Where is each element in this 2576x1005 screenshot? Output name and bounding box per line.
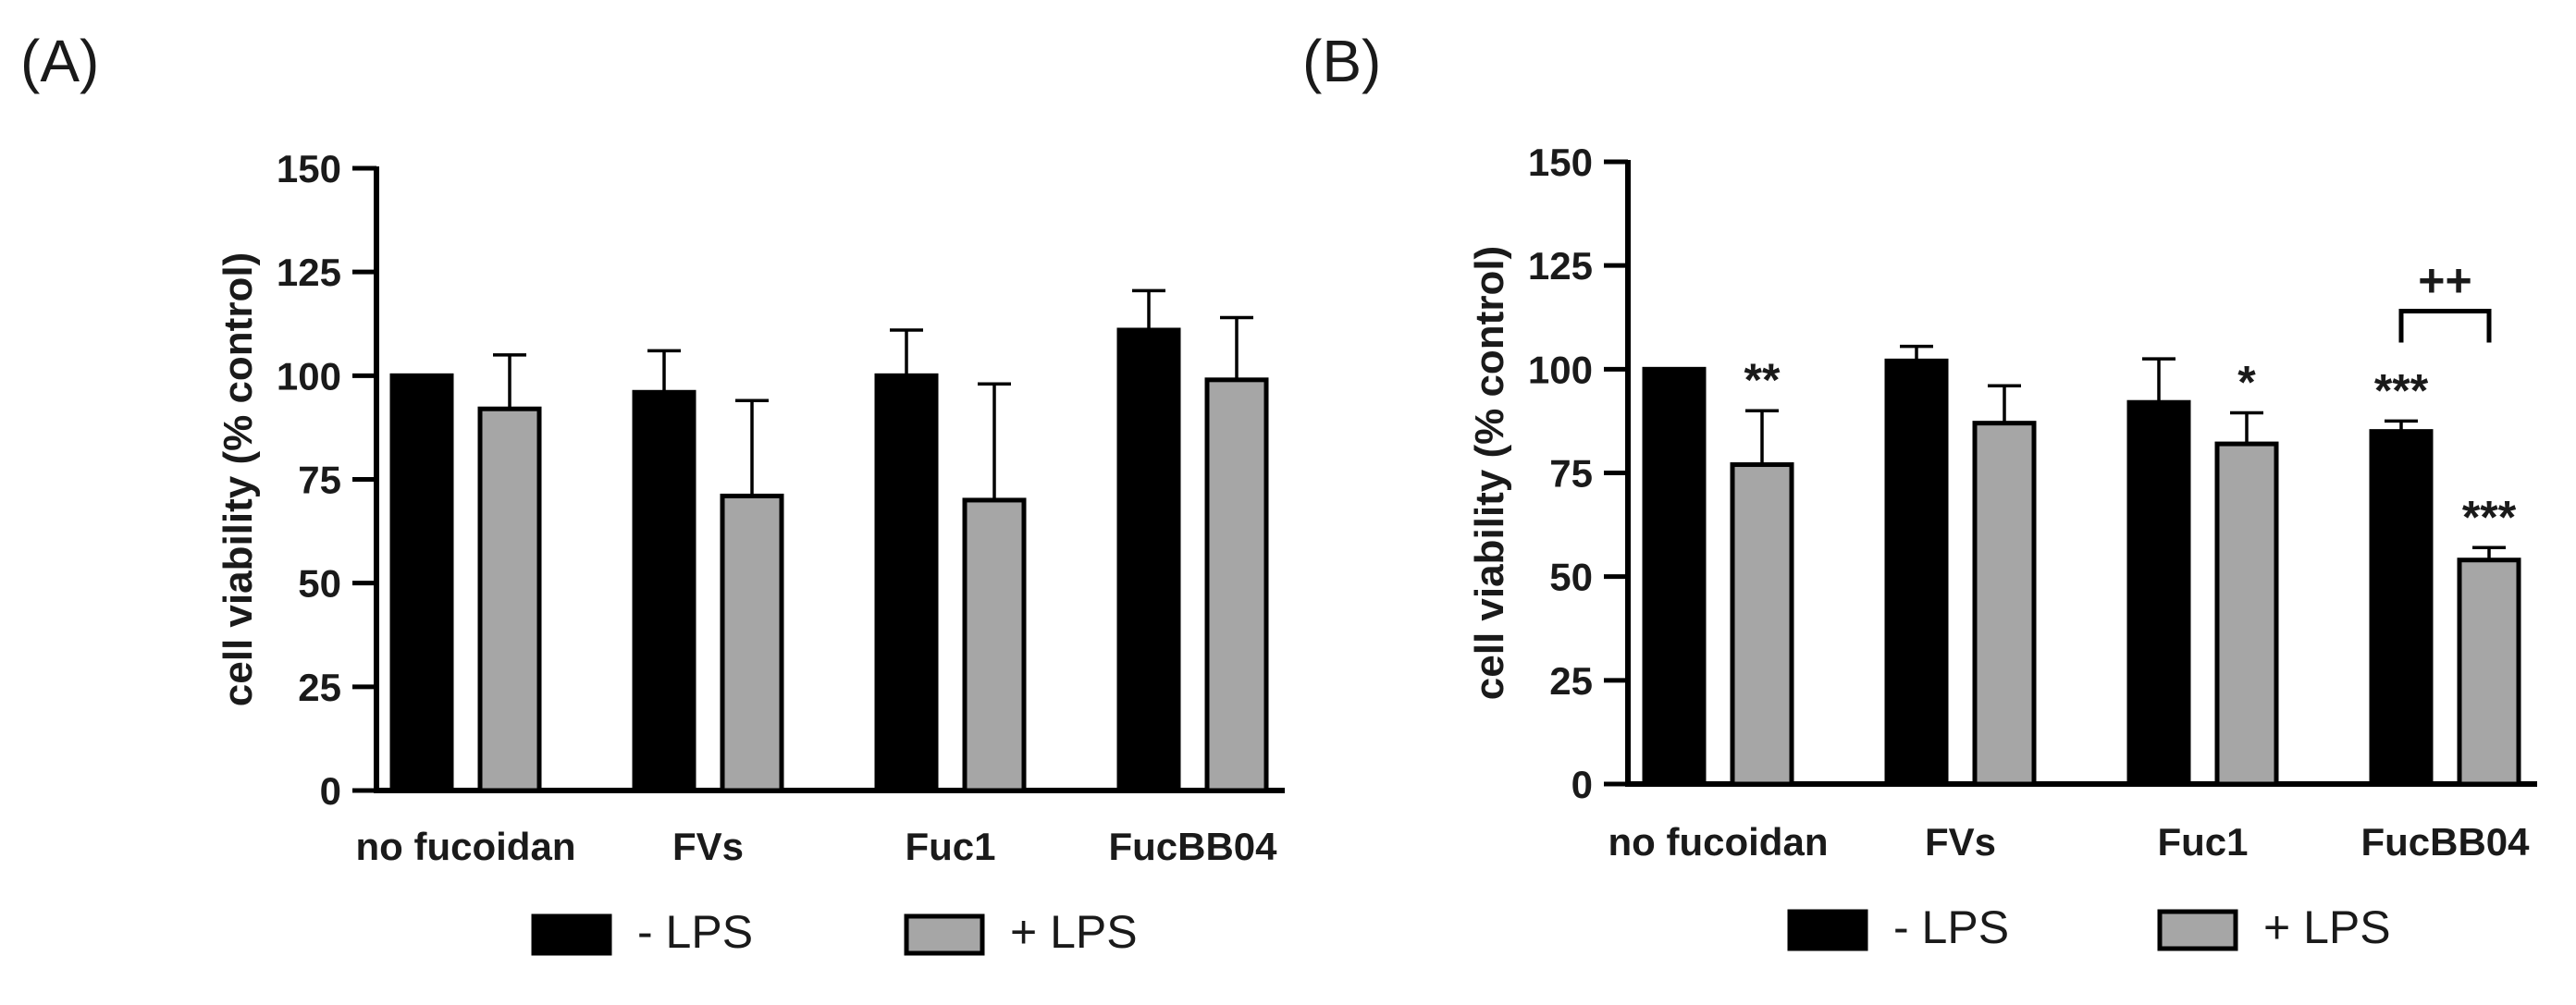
bar-fucbb04-series-1 [1204, 377, 1269, 793]
legend-swatch-series-0 [531, 913, 612, 956]
legend-label: + LPS [1010, 906, 1138, 958]
bar-no-fucoidan-series-0 [1642, 366, 1707, 787]
comparison-bracket [2398, 309, 2492, 343]
y-tick-label: 0 [1571, 763, 1593, 806]
bar-fuc1-series-0 [874, 373, 939, 793]
bar-fvs-series-1 [1972, 421, 2037, 787]
bar-fuc1-series-0 [2126, 399, 2191, 787]
significance-marker: *** [2462, 491, 2517, 543]
bar-fuc1-series-1 [2214, 441, 2279, 787]
bar-fvs-series-0 [1884, 358, 1949, 787]
x-tick-label: FVs [1925, 820, 1996, 864]
legend-label: - LPS [1893, 901, 2009, 953]
y-tick-label: 125 [277, 251, 341, 294]
legend-label: - LPS [637, 906, 753, 958]
bar-no-fucoidan-series-1 [1730, 462, 1794, 787]
bar-no-fucoidan-series-1 [477, 406, 542, 793]
x-tick-label: FucBB04 [2360, 820, 2530, 864]
y-axis-label: cell viability (% control) [216, 252, 261, 706]
bracket-label: ++ [2418, 255, 2471, 307]
bar-fvs-series-0 [632, 389, 696, 793]
y-tick-label: 0 [320, 769, 341, 813]
y-tick-label: 50 [298, 562, 341, 606]
y-tick-label: 125 [1528, 244, 1593, 288]
bar-no-fucoidan-series-0 [389, 373, 454, 793]
bar-fuc1-series-1 [962, 497, 1027, 793]
significance-marker: * [2237, 356, 2256, 408]
y-tick-label: 75 [298, 459, 341, 502]
legend-swatch-series-1 [904, 913, 985, 956]
y-tick-label: 150 [277, 147, 341, 190]
bar-fucbb04-series-1 [2457, 558, 2521, 787]
bar-fvs-series-1 [720, 493, 784, 793]
panel-label: (B) [1302, 28, 1381, 94]
y-tick-label: 75 [1549, 452, 1593, 496]
y-tick-label: 50 [1549, 556, 1593, 599]
legend-swatch-series-1 [2157, 909, 2238, 951]
y-axis-label: cell viability (% control) [1467, 246, 1512, 700]
legend-swatch-series-0 [1787, 909, 1868, 951]
y-tick-label: 25 [298, 666, 341, 709]
bar-fucbb04-series-0 [1116, 327, 1181, 793]
x-tick-label: Fuc1 [2157, 820, 2248, 864]
y-tick-label: 100 [1528, 348, 1593, 391]
bar-fucbb04-series-0 [2369, 429, 2434, 787]
y-tick-label: 150 [1528, 141, 1593, 184]
y-tick-label: 25 [1549, 659, 1593, 703]
significance-marker: ** [1744, 354, 1781, 406]
panel-label: (A) [20, 28, 99, 94]
legend-label: + LPS [2263, 901, 2391, 953]
x-tick-label: no fucoidan [356, 825, 576, 868]
x-tick-label: Fuc1 [905, 825, 995, 868]
x-tick-label: no fucoidan [1608, 820, 1829, 864]
y-tick-label: 100 [277, 354, 341, 398]
x-tick-label: FVs [672, 825, 744, 868]
x-tick-label: FucBB04 [1108, 825, 1277, 868]
significance-marker: *** [2374, 364, 2429, 416]
